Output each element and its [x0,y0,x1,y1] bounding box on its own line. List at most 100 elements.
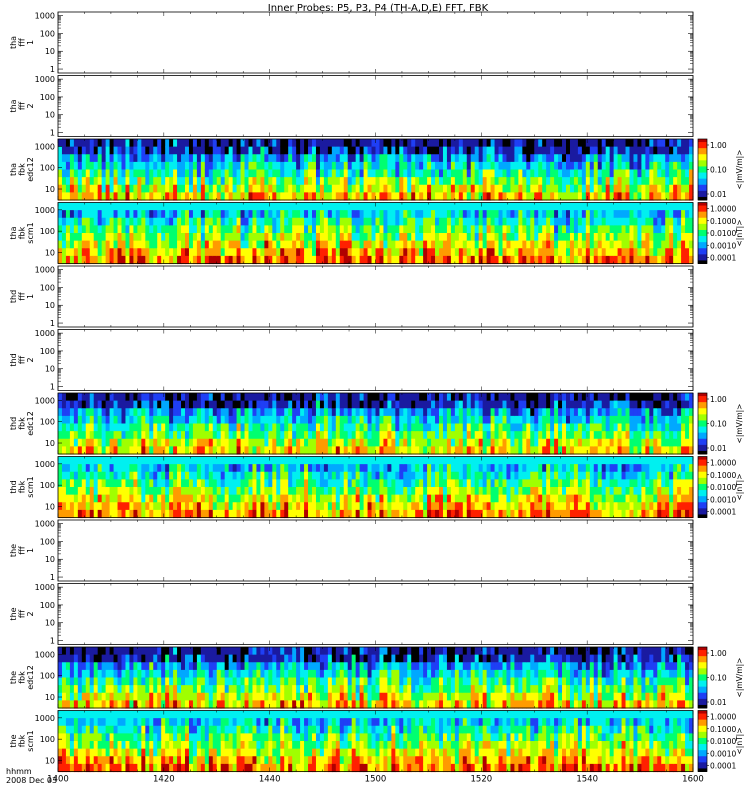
spectrogram-cell [423,423,428,432]
spectrogram-cell [228,192,234,201]
spectrogram-cell [669,146,674,155]
spectrogram-cell [185,423,190,432]
spectrogram-cell [466,169,472,178]
spectrogram-cell [188,177,194,186]
spectrogram-cell [653,184,658,193]
spectrogram-cell [149,255,154,265]
spectrogram-cell [224,177,230,186]
spectrogram-cell [304,415,309,425]
spectrogram-cell [188,248,194,257]
spectrogram-cell [208,248,214,257]
spectrogram-cell [137,146,142,155]
spectrogram-cell [304,446,309,455]
spectrogram-cell [379,248,385,257]
spectrogram-cell [335,248,341,257]
spectrogram-cell [220,248,226,257]
spectrogram-cell [312,139,317,148]
spectrogram-cell [157,233,162,242]
spectrogram-cell [58,494,63,503]
spectrogram-cell [165,210,170,219]
spectrogram-cell [177,248,182,257]
spectrogram-cell [300,423,305,432]
spectrogram-cell [387,202,392,211]
spectrogram-cell [558,233,563,242]
spectrogram-cell [169,393,174,402]
spectrogram-cell [577,161,583,171]
spectrogram-cell [633,154,639,163]
spectrogram-cell [601,217,607,226]
spectrogram-cell [347,233,353,242]
spectrogram-cell [73,154,79,163]
spectrogram-cell [673,408,678,417]
spectrogram-cell [379,169,385,178]
spectrogram-cell [69,177,75,186]
spectrogram-cell [296,233,301,242]
spectrogram-cell [391,154,396,163]
spectrogram-cell [188,184,194,193]
spectrogram-cell [458,169,464,178]
spectrogram-cell [431,225,436,234]
spectrogram-cell [304,146,309,155]
spectrogram-cell [129,431,135,440]
spectrogram-cell [653,446,658,455]
spectrogram-cell [93,177,99,186]
spectrogram-cell [585,146,591,155]
spectrogram-cell [498,415,504,425]
spectrogram-cell [248,438,254,447]
spectrogram-cell [312,446,317,455]
spectrogram-cell [431,210,436,219]
spectrogram-cell [367,255,373,265]
spectrogram-cell [435,408,440,417]
spectrogram-cell [490,202,496,211]
spectrogram-cell [589,415,595,425]
spectrogram-cell [347,225,353,234]
spectrogram-cell [689,408,694,417]
spectrogram-cell [93,509,99,519]
spectrogram-cell [566,400,571,409]
spectrogram-cell [312,248,317,257]
spectrogram-cell [641,217,646,226]
spectrogram-cell [569,393,575,402]
spectrogram-cell [403,408,408,417]
spectrogram-cell [494,423,500,432]
spectrogram-cell [446,210,452,219]
spectrogram-cell [141,393,146,402]
spectrogram-cell [236,161,242,171]
spectrogram-cell [391,400,396,409]
spectrogram-cell [347,184,353,193]
spectrogram-cell [617,139,623,148]
spectrogram-cell [121,479,127,488]
spectrogram-cell [399,423,404,432]
spectrogram-cell [280,400,285,409]
spectrogram-cell [526,169,531,178]
spectrogram-cell [288,423,293,432]
spectrogram-cell [597,423,603,432]
spectrogram-cell [327,240,333,249]
spectrogram-cell [577,431,583,440]
spectrogram-cell [641,184,646,193]
spectrogram-cell [204,154,210,163]
spectrogram-cell [597,446,603,455]
spectrogram-cell [113,415,119,425]
spectrogram-cell [185,456,190,465]
spectrogram-cell [200,494,206,503]
spectrogram-cell [145,408,150,417]
spectrogram-cell [355,202,361,211]
spectrogram-cell [470,146,476,155]
spectrogram-cell [371,177,377,186]
spectrogram-cell [581,393,587,402]
spectrogram-cell [85,202,91,211]
spectrogram-cell [331,202,337,211]
spectrogram-cell [435,184,440,193]
spectrogram-cell [216,240,222,249]
spectrogram-cell [137,408,142,417]
spectrogram-cell [236,169,242,178]
spectrogram-cell [121,192,127,201]
spectrogram-cell [617,169,623,178]
spectrogram-cell [121,494,127,503]
spectrogram-cell [573,240,579,249]
spectrogram-cell [653,233,658,242]
spectrogram-cell [601,146,607,155]
spectrogram-cell [661,210,666,219]
spectrogram-cell [248,217,254,226]
